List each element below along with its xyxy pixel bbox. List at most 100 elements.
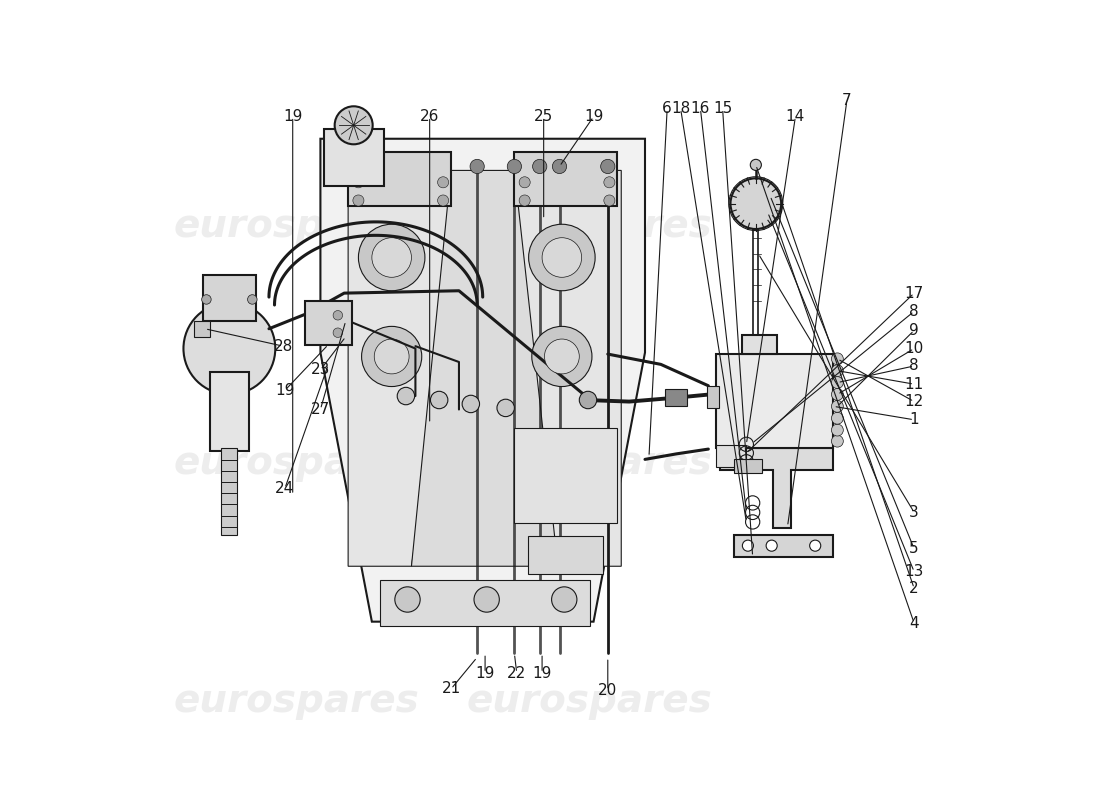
Bar: [324, 130, 384, 186]
Circle shape: [551, 587, 576, 612]
Text: 21: 21: [441, 682, 461, 697]
Circle shape: [438, 195, 449, 206]
Circle shape: [353, 195, 364, 206]
Circle shape: [519, 177, 530, 188]
Bar: [515, 428, 617, 522]
Text: 7: 7: [843, 94, 851, 108]
Text: 28: 28: [274, 338, 293, 354]
Bar: [742, 335, 778, 354]
Bar: [204, 275, 255, 321]
Text: 6: 6: [662, 101, 672, 116]
Circle shape: [832, 400, 844, 412]
Text: 14: 14: [785, 109, 805, 124]
Circle shape: [832, 424, 844, 436]
Bar: [528, 536, 603, 574]
Text: eurospares: eurospares: [466, 444, 713, 482]
Text: eurospares: eurospares: [174, 444, 419, 482]
Bar: [664, 389, 688, 406]
Polygon shape: [320, 138, 645, 622]
Text: 19: 19: [275, 383, 295, 398]
Circle shape: [532, 159, 547, 174]
Polygon shape: [720, 447, 834, 528]
Bar: [379, 580, 590, 626]
Circle shape: [438, 177, 449, 188]
Bar: [348, 152, 451, 206]
Circle shape: [832, 365, 844, 377]
Circle shape: [542, 238, 582, 278]
Polygon shape: [348, 170, 451, 566]
Circle shape: [507, 159, 521, 174]
Text: 18: 18: [671, 101, 691, 116]
Circle shape: [810, 540, 821, 551]
Text: 25: 25: [534, 109, 553, 124]
Circle shape: [430, 391, 448, 409]
Circle shape: [552, 159, 567, 174]
Text: 16: 16: [691, 101, 711, 116]
Bar: [735, 458, 762, 473]
Text: 10: 10: [904, 341, 924, 356]
Bar: [716, 445, 746, 467]
Bar: [706, 386, 718, 408]
Circle shape: [333, 328, 342, 338]
Circle shape: [832, 412, 844, 424]
Circle shape: [359, 224, 425, 290]
Text: 19: 19: [532, 666, 552, 681]
Circle shape: [604, 177, 615, 188]
Circle shape: [730, 178, 781, 229]
Bar: [515, 152, 617, 206]
Text: 17: 17: [904, 286, 924, 301]
Circle shape: [766, 540, 778, 551]
Circle shape: [497, 399, 515, 417]
Bar: [305, 301, 352, 345]
Text: 22: 22: [507, 666, 527, 681]
Text: 5: 5: [910, 542, 918, 556]
Text: 8: 8: [910, 358, 918, 374]
Circle shape: [832, 389, 844, 400]
Text: 11: 11: [904, 377, 924, 392]
Polygon shape: [411, 170, 558, 566]
Text: 19: 19: [283, 109, 302, 124]
Circle shape: [601, 159, 615, 174]
Circle shape: [353, 177, 364, 188]
Text: 12: 12: [904, 394, 924, 409]
Circle shape: [397, 387, 415, 405]
Text: 26: 26: [420, 109, 439, 124]
Circle shape: [372, 238, 411, 278]
Circle shape: [395, 587, 420, 612]
Circle shape: [462, 395, 480, 413]
Text: 19: 19: [475, 666, 495, 681]
Text: 24: 24: [275, 481, 295, 496]
Text: 1: 1: [910, 412, 918, 427]
Circle shape: [750, 159, 761, 170]
Bar: [716, 354, 834, 447]
Text: 27: 27: [311, 402, 330, 417]
Text: eurospares: eurospares: [174, 207, 419, 245]
Text: 20: 20: [598, 683, 617, 698]
Bar: [734, 534, 833, 557]
Text: 8: 8: [910, 304, 918, 319]
Text: 13: 13: [904, 564, 924, 579]
Polygon shape: [515, 170, 622, 566]
Bar: [194, 321, 210, 337]
Bar: [210, 372, 250, 451]
Text: 19: 19: [584, 109, 603, 124]
Text: 4: 4: [910, 616, 918, 630]
Text: 9: 9: [910, 323, 918, 338]
Circle shape: [742, 540, 754, 551]
Text: 2: 2: [910, 581, 918, 596]
Circle shape: [580, 391, 596, 409]
Text: 15: 15: [713, 101, 733, 116]
Circle shape: [474, 587, 499, 612]
Circle shape: [519, 195, 530, 206]
Text: eurospares: eurospares: [174, 682, 419, 720]
Circle shape: [201, 294, 211, 304]
Circle shape: [544, 339, 580, 374]
Circle shape: [470, 159, 484, 174]
Circle shape: [184, 302, 275, 394]
Text: eurospares: eurospares: [466, 207, 713, 245]
Text: eurospares: eurospares: [466, 682, 713, 720]
Circle shape: [248, 294, 257, 304]
Circle shape: [333, 310, 342, 320]
Circle shape: [374, 339, 409, 374]
Circle shape: [529, 224, 595, 290]
